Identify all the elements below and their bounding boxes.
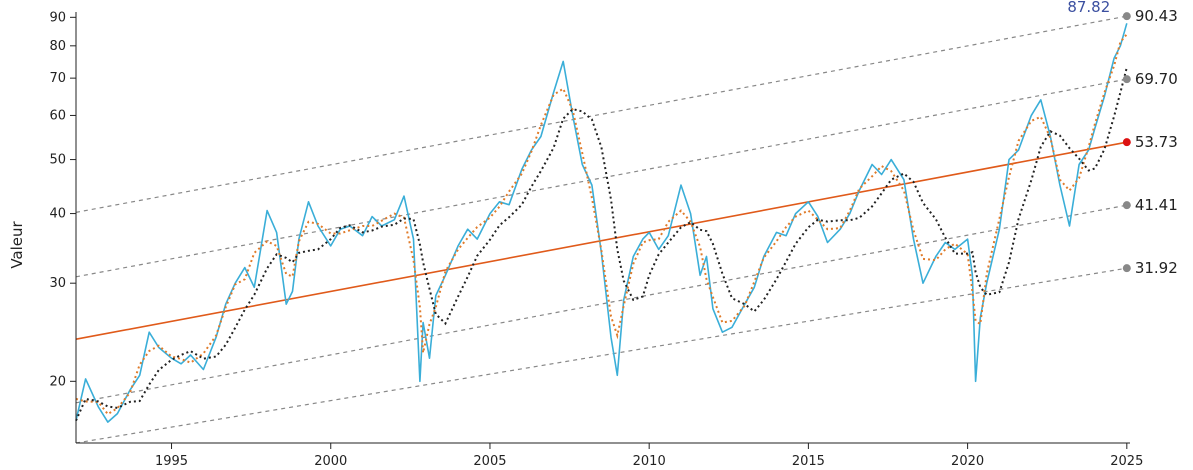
x-tick-label: 2000 [314, 454, 347, 469]
long-average-line [75, 67, 1128, 422]
y-tick-label: 90 [49, 10, 66, 25]
channel-line [75, 78, 1127, 278]
y-tick-label: 80 [49, 39, 66, 54]
current-value-label: 87.82 [1067, 0, 1110, 16]
trend-line [75, 141, 1127, 341]
channel-line [75, 267, 1127, 444]
channel-value-label: 41.41 [1135, 196, 1178, 214]
y-tick-label: 70 [49, 71, 66, 86]
x-tick-label: 2005 [473, 454, 506, 469]
channel-end-dot [1122, 264, 1131, 273]
x-tick-label: 2025 [1110, 454, 1143, 469]
x-tick-label: 1995 [155, 454, 188, 469]
channel-lines [75, 15, 1127, 444]
x-tick-label: 2020 [951, 454, 984, 469]
price-series [75, 23, 1128, 423]
right-labels: 90.43 69.70 53.73 41.41 31.92 [1122, 7, 1178, 277]
y-tick-label: 50 [49, 153, 66, 168]
channel-end-dot [1122, 201, 1131, 210]
y-tick-label: 20 [49, 374, 66, 389]
channel-value-label: 90.43 [1135, 7, 1178, 25]
x-tick-label: 2010 [633, 454, 666, 469]
channel-line [75, 204, 1127, 404]
channel-value-label: 31.92 [1135, 259, 1178, 277]
y-tick-label: 40 [49, 207, 66, 222]
price-line [75, 23, 1128, 423]
channel-end-dot [1122, 138, 1131, 147]
channel-end-dot [1122, 75, 1131, 84]
channel-end-dot [1122, 12, 1131, 21]
y-tick-label: 30 [49, 276, 66, 291]
channel-value-label: 53.73 [1135, 133, 1178, 151]
channel-line [75, 15, 1127, 213]
y-axis: 20 30 40 50 60 70 80 90 [49, 10, 77, 443]
smoothed-line [75, 33, 1128, 416]
x-axis: 1995 2000 2005 2010 2015 2020 2025 [76, 442, 1143, 469]
channel-value-label: 69.70 [1135, 70, 1178, 88]
y-axis-label: Valeur [8, 220, 26, 268]
y-tick-label: 60 [49, 108, 66, 123]
x-tick-label: 2015 [792, 454, 825, 469]
